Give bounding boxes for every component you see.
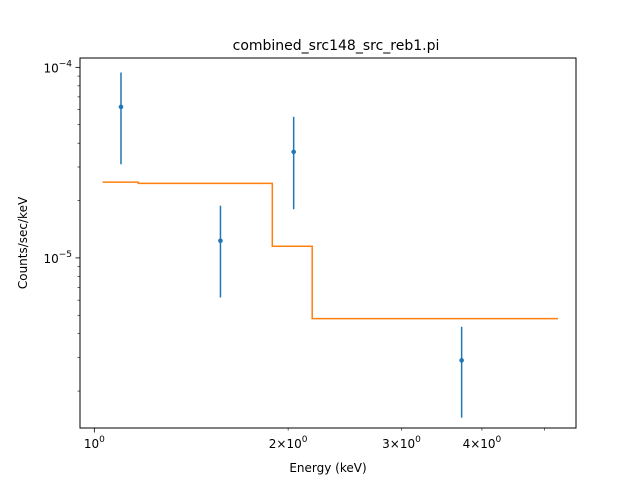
data-point	[218, 238, 223, 244]
x-axis-label: Energy (keV)	[289, 461, 366, 475]
x-tick-label: 3×100	[382, 435, 421, 451]
x-tick-label: 100	[84, 435, 105, 451]
x-tick-label: 2×100	[269, 435, 308, 451]
plot-area	[102, 72, 558, 418]
y-tick-label: 10−4	[43, 59, 72, 75]
data-point	[459, 358, 464, 363]
x-axis: 100 2×100 3×100 4×100	[84, 428, 545, 451]
y-axis-label: Counts/sec/keV	[16, 196, 30, 289]
data-point	[118, 104, 124, 110]
model-step-line	[102, 181, 558, 320]
y-axis: 10−5 10−4	[43, 59, 80, 392]
chart-title: combined_src148_src_reb1.pi	[233, 38, 440, 54]
y-tick-label: 10−5	[43, 250, 72, 266]
axes-frame	[79, 57, 577, 429]
x-tick-label: 4×100	[463, 435, 502, 451]
data-point	[291, 149, 296, 155]
